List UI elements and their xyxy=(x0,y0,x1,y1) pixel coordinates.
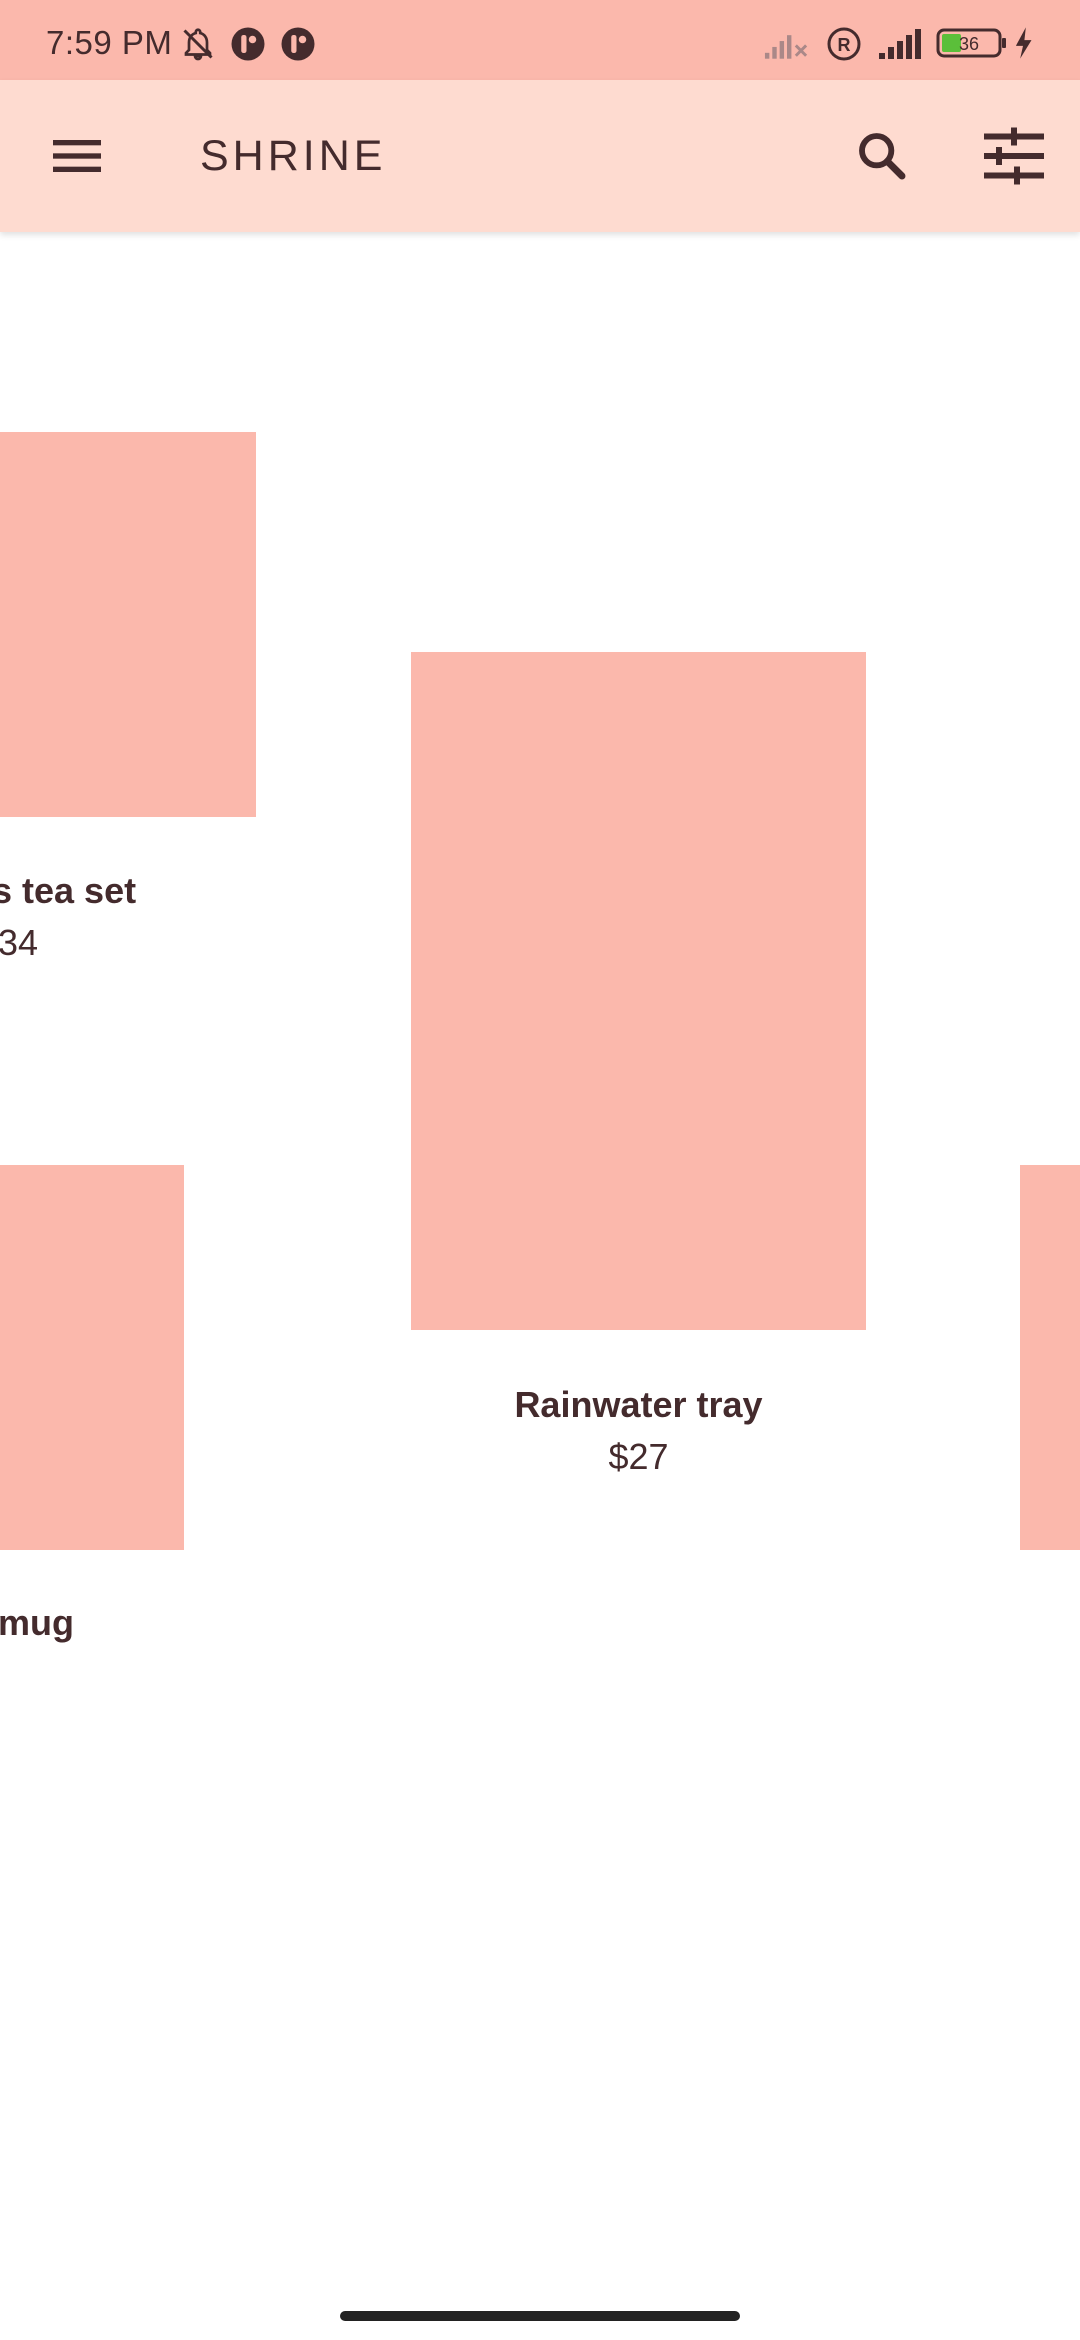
roaming-icon: R xyxy=(826,26,862,67)
app-notification-icon xyxy=(280,26,316,67)
app-notification-icon xyxy=(230,26,266,67)
signal-off-icon xyxy=(762,26,812,67)
product-image-partial[interactable] xyxy=(1020,1165,1080,1550)
search-icon xyxy=(850,133,914,192)
product-price: $27 xyxy=(608,1436,669,1477)
menu-button[interactable] xyxy=(45,124,109,188)
product-name[interactable]: s tea set xyxy=(0,870,137,911)
product-price: 34 xyxy=(0,922,39,963)
product-name[interactable]: mug xyxy=(0,1602,74,1643)
status-bar: 7:59 PM R 36 xyxy=(0,0,1080,80)
bell-off-icon xyxy=(180,26,216,67)
home-indicator[interactable] xyxy=(340,2311,740,2321)
tune-icon xyxy=(978,127,1050,196)
product-image-tea-set[interactable] xyxy=(0,432,256,817)
status-time: 7:59 PM xyxy=(46,24,173,61)
battery-level: 36 xyxy=(959,34,979,54)
product-image-rainwater-tray[interactable] xyxy=(411,652,866,1330)
charging-icon xyxy=(1012,26,1034,65)
search-button[interactable] xyxy=(850,124,914,188)
menu-icon xyxy=(45,140,109,192)
product-image-mug[interactable] xyxy=(0,1165,184,1550)
signal-icon xyxy=(876,26,924,67)
svg-text:R: R xyxy=(838,35,851,55)
app-bar: SHRINE xyxy=(0,80,1080,232)
filter-button[interactable] xyxy=(978,120,1050,192)
product-name[interactable]: Rainwater tray xyxy=(514,1384,763,1425)
battery-icon: 36 xyxy=(936,26,1008,65)
app-title: SHRINE xyxy=(200,132,387,180)
